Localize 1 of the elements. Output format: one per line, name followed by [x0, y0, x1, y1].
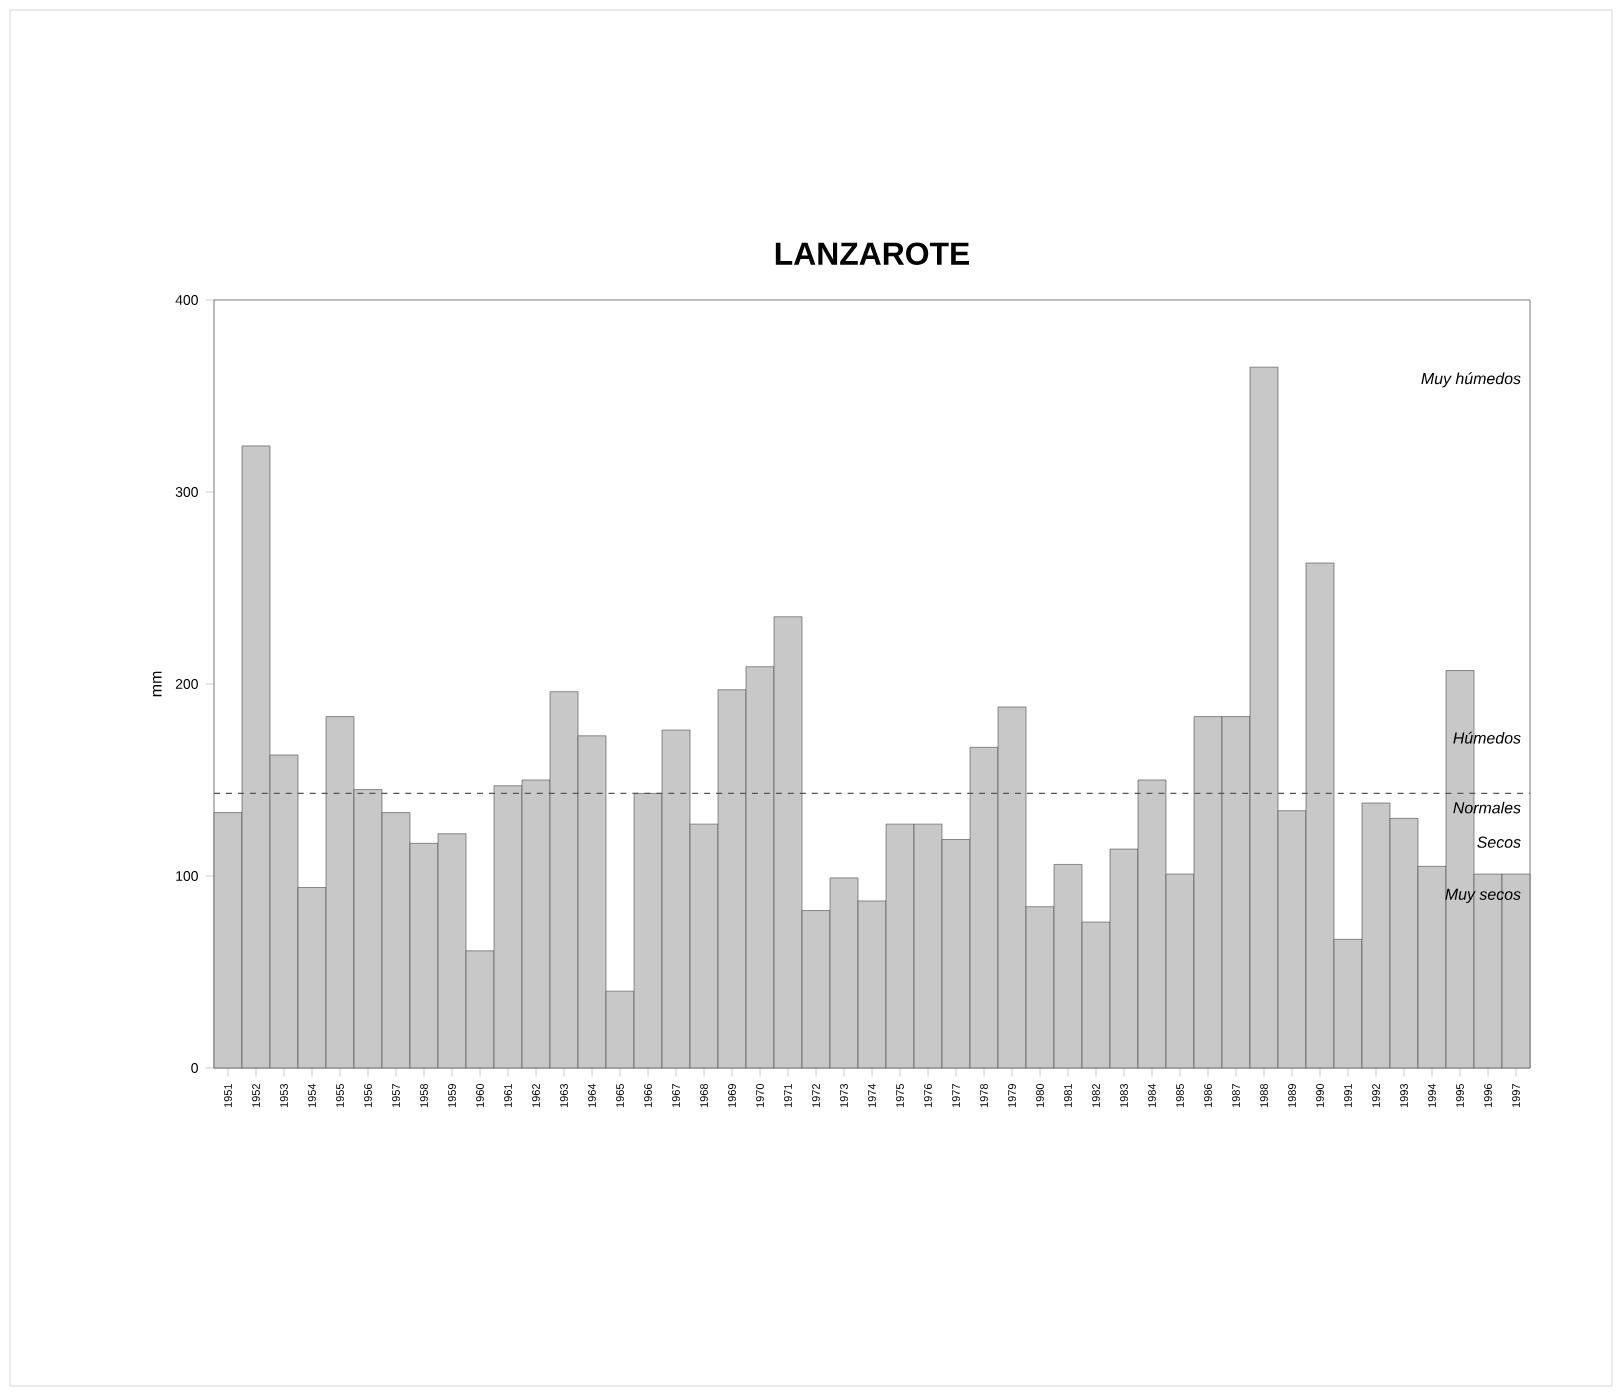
chart-title: LANZAROTE	[775, 242, 970, 265]
